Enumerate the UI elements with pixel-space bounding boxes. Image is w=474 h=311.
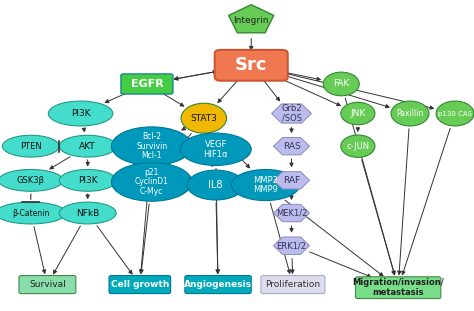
Text: Cell growth: Cell growth: [110, 280, 169, 289]
FancyBboxPatch shape: [121, 74, 173, 94]
Text: NFkB: NFkB: [76, 209, 100, 217]
Text: VEGF
HIF1α: VEGF HIF1α: [203, 140, 228, 159]
Text: Integrin: Integrin: [234, 16, 269, 25]
Ellipse shape: [59, 135, 116, 157]
FancyBboxPatch shape: [185, 276, 251, 294]
Text: Src: Src: [235, 56, 267, 74]
FancyBboxPatch shape: [215, 50, 288, 81]
Ellipse shape: [48, 101, 113, 126]
Text: Survival: Survival: [29, 280, 66, 289]
Text: p130 CAS: p130 CAS: [438, 110, 472, 117]
Text: FAK: FAK: [333, 80, 349, 88]
Text: RAF: RAF: [283, 176, 300, 185]
Ellipse shape: [0, 202, 66, 224]
Circle shape: [341, 135, 375, 157]
Text: MMP2
MMP9: MMP2 MMP9: [253, 176, 278, 194]
Text: EGFR: EGFR: [130, 79, 164, 89]
Circle shape: [181, 103, 227, 133]
Text: IL8: IL8: [209, 180, 223, 190]
Text: Bcl-2
Survivin
Mcl-1: Bcl-2 Survivin Mcl-1: [136, 132, 167, 160]
Polygon shape: [273, 172, 310, 189]
Ellipse shape: [180, 133, 251, 165]
Ellipse shape: [231, 169, 300, 201]
Polygon shape: [273, 137, 310, 155]
Text: PI3K: PI3K: [78, 176, 98, 185]
Text: PI3K: PI3K: [71, 109, 91, 118]
Text: p21
CyclinD1
C-Myc: p21 CyclinD1 C-Myc: [135, 168, 169, 196]
Text: Angiogenesis: Angiogenesis: [184, 280, 252, 289]
Circle shape: [436, 101, 474, 126]
Text: PTEN: PTEN: [20, 142, 42, 151]
Text: JNK: JNK: [350, 109, 365, 118]
Text: ERK1/2: ERK1/2: [276, 241, 307, 250]
Text: Proliferation: Proliferation: [265, 280, 320, 289]
Ellipse shape: [59, 202, 116, 224]
Ellipse shape: [187, 170, 244, 200]
Ellipse shape: [111, 127, 192, 165]
Text: Migration/invasion/
metastasis: Migration/invasion/ metastasis: [352, 278, 444, 297]
Text: MEK1/2: MEK1/2: [276, 209, 307, 217]
FancyBboxPatch shape: [261, 276, 325, 294]
Text: STAT3: STAT3: [191, 114, 217, 123]
Polygon shape: [228, 5, 274, 33]
Ellipse shape: [2, 135, 59, 157]
Circle shape: [391, 101, 429, 126]
Ellipse shape: [59, 169, 116, 191]
Text: Paxillin: Paxillin: [396, 109, 424, 118]
Text: RAS: RAS: [283, 142, 301, 151]
FancyBboxPatch shape: [356, 277, 441, 299]
Polygon shape: [273, 237, 310, 254]
FancyBboxPatch shape: [19, 276, 76, 294]
Text: Grb2
/SOS: Grb2 /SOS: [281, 104, 302, 123]
Text: AKT: AKT: [79, 142, 96, 151]
Circle shape: [323, 72, 359, 96]
Polygon shape: [272, 104, 311, 123]
Text: β-Catenin: β-Catenin: [12, 209, 49, 217]
Text: c-JUN: c-JUN: [346, 142, 369, 151]
FancyBboxPatch shape: [109, 276, 171, 294]
Polygon shape: [273, 204, 310, 222]
Ellipse shape: [0, 169, 63, 191]
Circle shape: [341, 102, 375, 125]
Ellipse shape: [111, 163, 192, 201]
Text: GSK3β: GSK3β: [17, 176, 45, 185]
